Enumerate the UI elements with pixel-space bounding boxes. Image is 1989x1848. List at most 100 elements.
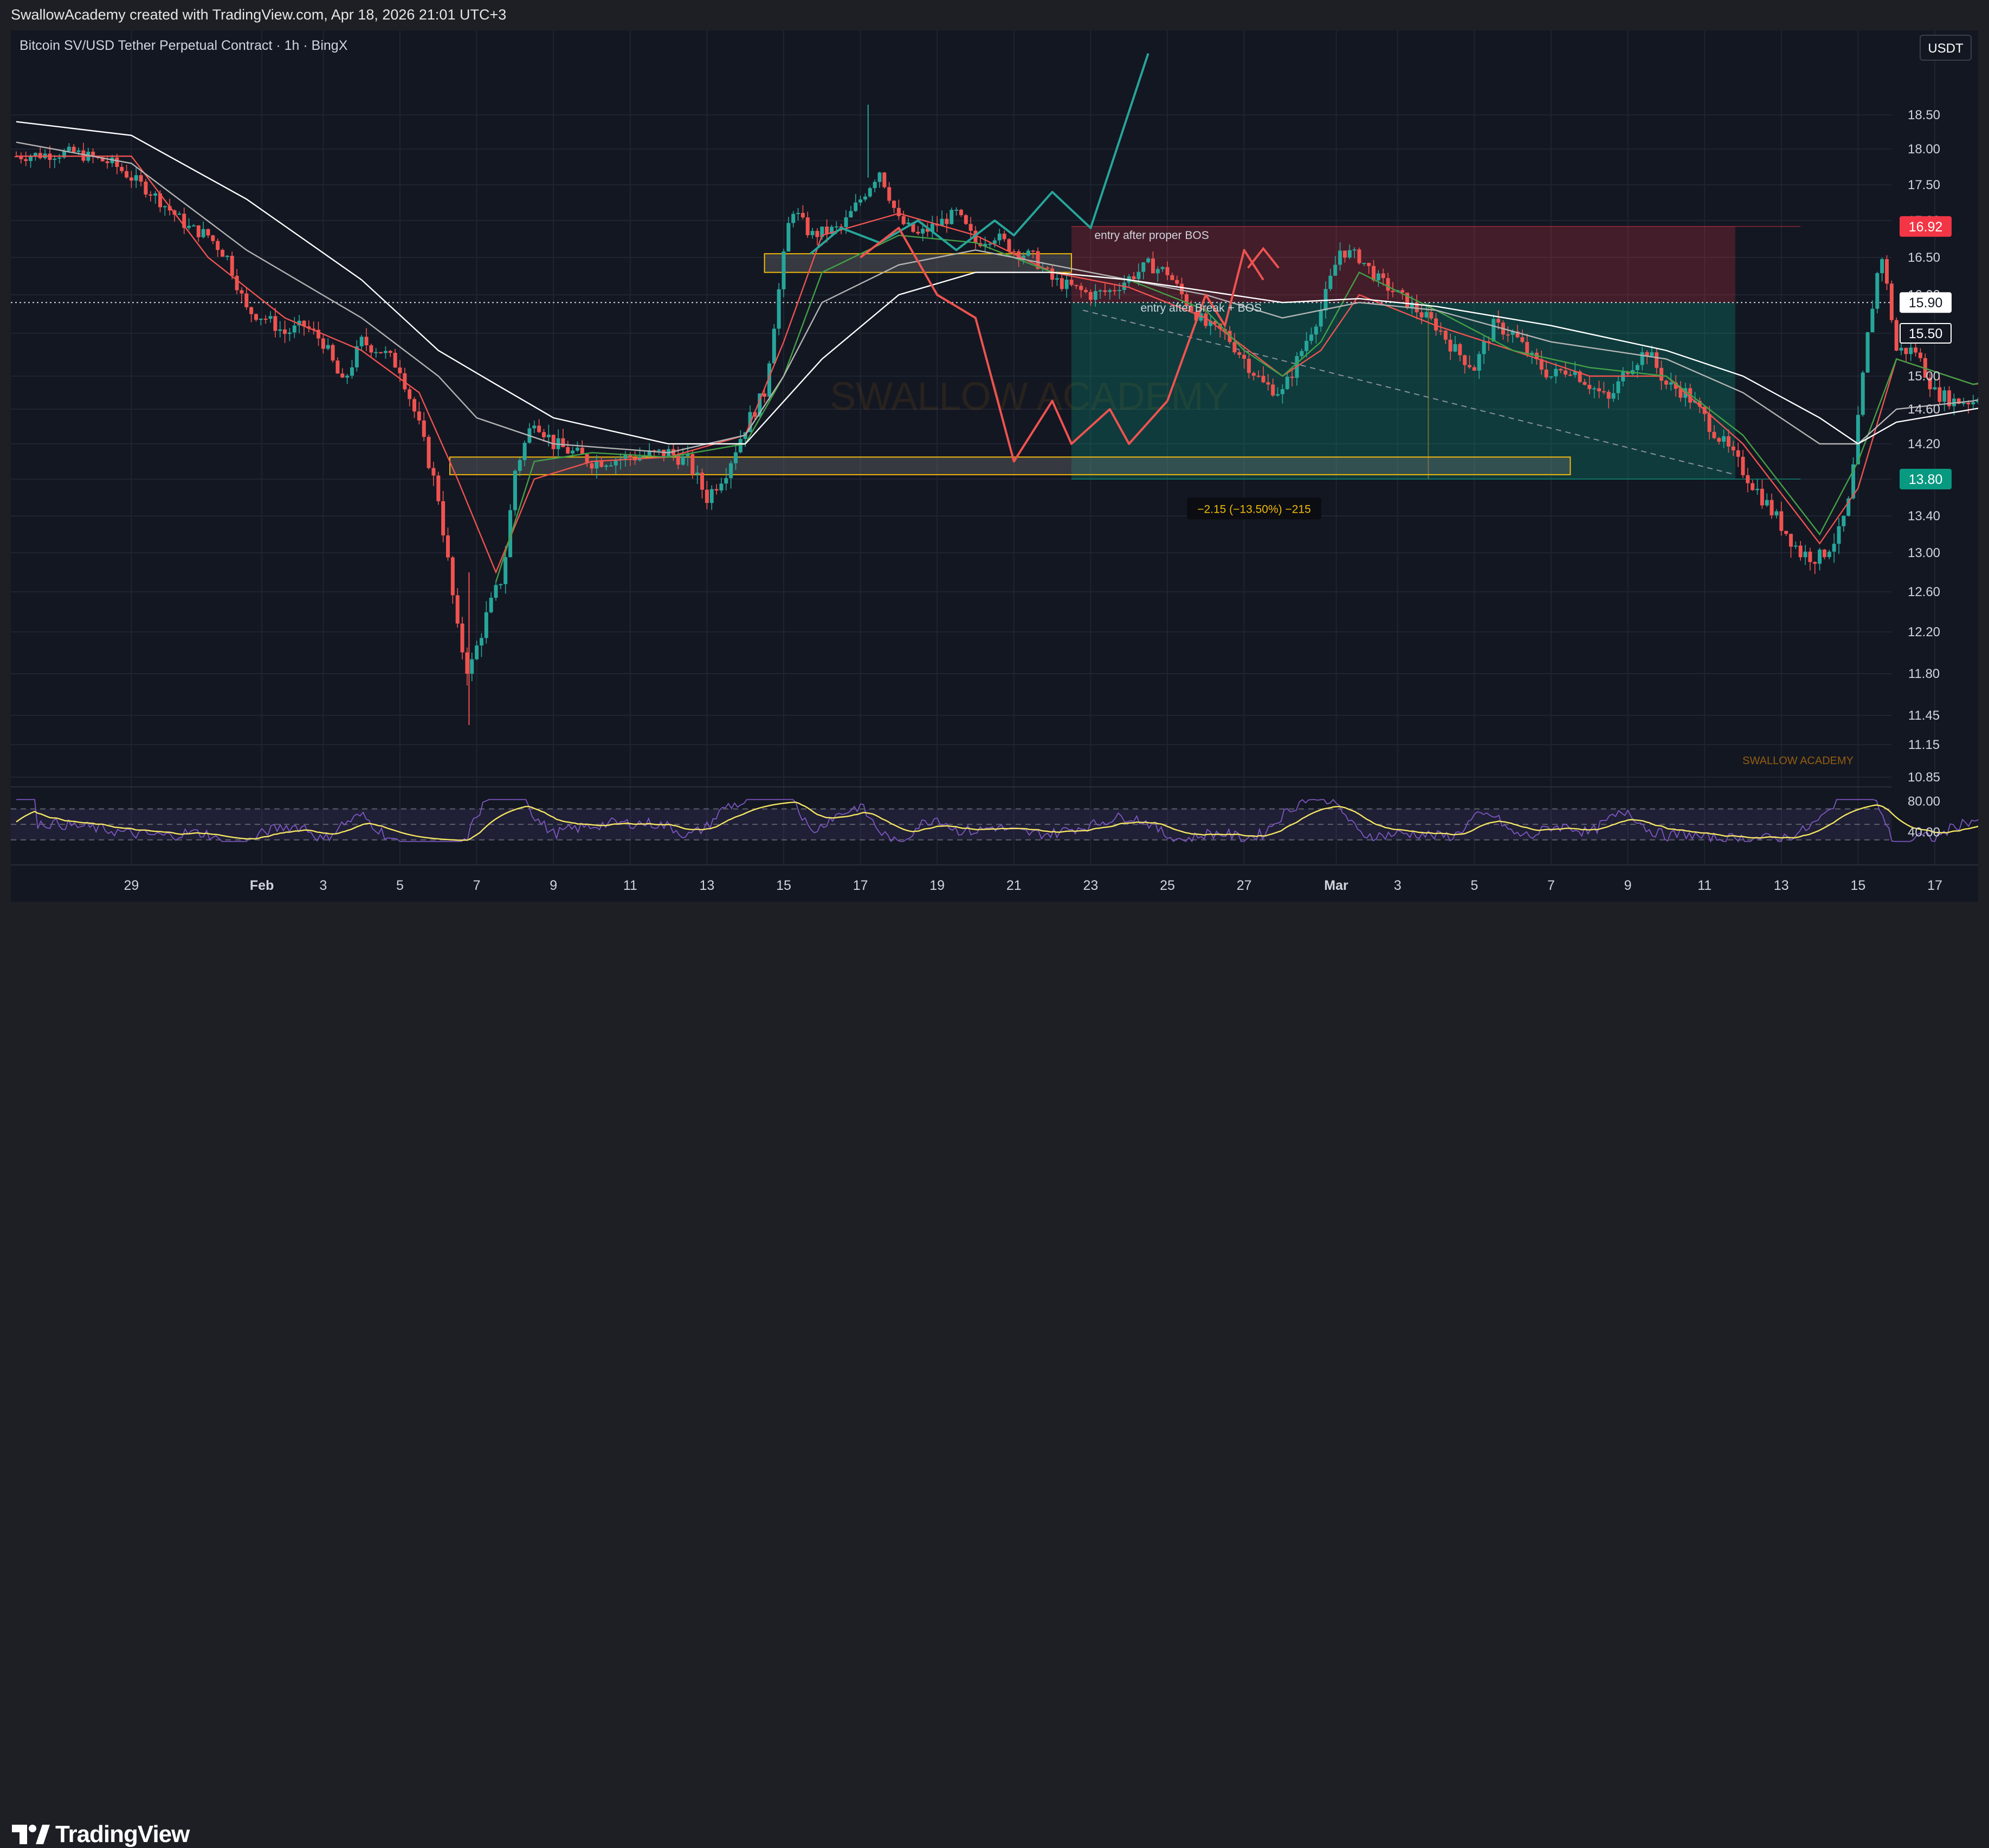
candle-body <box>1880 259 1884 274</box>
candle <box>1209 316 1213 335</box>
candle-body <box>1938 387 1942 402</box>
candle <box>1271 378 1275 397</box>
candle-body <box>1645 352 1649 357</box>
candle-body <box>302 320 306 327</box>
candle <box>1938 377 1942 405</box>
candle-body <box>834 226 838 228</box>
candle <box>479 633 483 657</box>
brand-mark-text: SWALLOW ACADEMY <box>1742 755 1854 767</box>
candle <box>719 477 724 493</box>
candle-body <box>513 470 517 511</box>
price-label-box <box>1900 323 1952 344</box>
candle-body <box>992 240 997 244</box>
candle <box>1381 268 1385 286</box>
candle-body <box>1549 376 1553 378</box>
candle <box>1611 384 1616 402</box>
candle-body <box>331 345 335 361</box>
candle-body <box>345 376 350 378</box>
candle <box>858 196 863 206</box>
candle-body <box>863 196 867 200</box>
candle-body <box>1055 278 1059 280</box>
candle-body <box>1515 331 1520 338</box>
candle-body <box>782 251 786 289</box>
candle <box>1237 350 1242 359</box>
x-tick-label: Feb <box>250 878 274 893</box>
candle-body <box>455 595 460 624</box>
candle-body <box>1060 278 1064 289</box>
candle-body <box>1232 342 1237 353</box>
candle-body <box>1851 464 1856 499</box>
candle <box>1655 348 1659 374</box>
rsi-tick-label: 80.00 <box>1908 794 1940 809</box>
candle-body <box>1606 392 1611 399</box>
candle <box>1803 545 1807 565</box>
candle-body <box>1438 330 1443 332</box>
candle-body <box>436 475 441 501</box>
candle-body <box>767 363 771 397</box>
candle-body <box>1204 313 1208 326</box>
candle-body <box>1098 290 1102 292</box>
candle-body <box>1271 384 1275 396</box>
candle-body <box>830 227 834 234</box>
candle-body <box>388 351 392 353</box>
candle-body <box>1352 249 1357 251</box>
candle-body <box>374 352 378 353</box>
candle <box>436 471 441 505</box>
tradingview-logo[interactable]: TradingView <box>12 1821 190 1848</box>
candle-body <box>911 222 915 232</box>
candle-body <box>877 172 882 182</box>
candle <box>1285 372 1289 390</box>
candle-body <box>997 234 1002 241</box>
candle-body <box>206 229 210 236</box>
candle-body <box>873 182 877 189</box>
candle <box>1583 379 1587 386</box>
candle-body <box>1180 283 1184 294</box>
candle <box>1491 314 1496 342</box>
x-tick-label: 3 <box>319 878 327 893</box>
candle <box>877 171 882 188</box>
candle-body <box>115 157 119 167</box>
candle-body <box>489 598 493 612</box>
candle <box>19 152 23 164</box>
candle <box>667 445 671 457</box>
candle-body <box>1842 515 1846 527</box>
x-tick-label: 17 <box>1927 878 1942 893</box>
candle-body <box>1784 531 1788 534</box>
x-tick-label: 9 <box>550 878 557 893</box>
candle <box>892 200 896 214</box>
candle <box>590 460 594 474</box>
x-tick-label: 9 <box>1624 878 1632 893</box>
candle <box>191 224 196 227</box>
candle-body <box>858 199 863 203</box>
symbol-title[interactable]: Bitcoin SV/USD Tether Perpetual Contract… <box>20 38 348 53</box>
candle-body <box>800 212 805 218</box>
candle <box>446 527 450 561</box>
candle <box>312 321 316 335</box>
chart-area[interactable]: SWALLOW ACADEMY entry after proper BOS ent… <box>11 30 1978 902</box>
candle-body <box>460 623 464 652</box>
candle <box>1333 256 1338 276</box>
candle-body <box>1832 544 1836 552</box>
candle-body <box>705 489 709 503</box>
candle-body <box>1956 398 1961 404</box>
candle <box>422 412 426 442</box>
candle-body <box>76 150 81 152</box>
candle <box>609 462 613 467</box>
candle-body <box>182 214 186 228</box>
currency-button[interactable]: USDT <box>1920 35 1972 61</box>
y-tick-label: 11.80 <box>1908 667 1940 681</box>
candle-body <box>738 438 742 453</box>
candle-body <box>561 438 565 448</box>
candle <box>350 359 354 379</box>
candle-body <box>1103 290 1107 292</box>
candle <box>1971 395 1975 409</box>
chart-canvas[interactable]: SWALLOW ACADEMY entry after proper BOS ent… <box>11 30 1978 902</box>
candle-body <box>148 194 153 196</box>
candle <box>1276 387 1280 397</box>
candle-body <box>105 161 109 164</box>
candle-body <box>1453 344 1457 352</box>
candle <box>72 144 76 153</box>
candle-body <box>1160 267 1165 269</box>
candle-body <box>1036 251 1040 269</box>
candle <box>345 373 350 384</box>
